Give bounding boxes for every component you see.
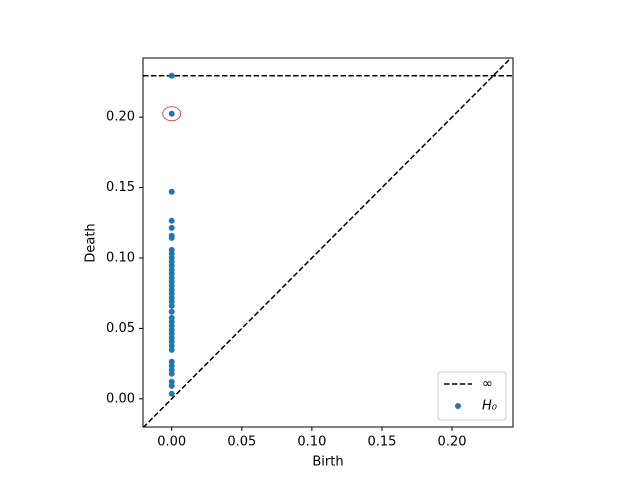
y-tick-label: 0.05 [106,321,135,336]
point [168,217,175,224]
legend-label: ∞ [482,377,493,392]
x-tick-label: 0.05 [227,435,256,450]
point [168,346,175,353]
point [168,110,175,117]
y-axis-label: Death [84,223,99,262]
x-tick-label: 0.20 [438,435,467,450]
point [168,188,175,195]
y-tick-label: 0.20 [106,110,135,125]
point [168,390,175,397]
point [168,234,175,241]
highlight-ring [162,106,182,122]
point [168,72,175,79]
legend-marker [455,403,461,409]
axes-frame [142,57,514,428]
point [168,302,175,309]
x-tick-label: 0.15 [367,435,396,450]
point [168,308,175,315]
point [168,370,175,377]
x-axis-label: Birth [312,455,343,470]
y-tick-label: 0.00 [106,391,135,406]
x-tick-label: 0.00 [157,435,186,450]
plot-area [143,58,513,427]
x-tick-label: 0.10 [297,435,326,450]
legend-label: H₀ [482,399,498,414]
y-tick-label: 0.10 [106,250,135,265]
diagonal [143,58,512,427]
y-tick-label: 0.15 [106,180,135,195]
point [168,224,175,231]
point [168,382,175,389]
